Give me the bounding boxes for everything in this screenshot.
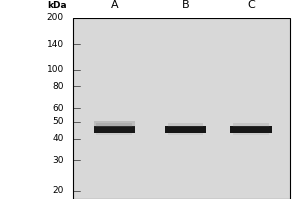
Bar xyxy=(165,126,206,133)
Text: 100: 100 xyxy=(46,65,64,74)
Text: 80: 80 xyxy=(52,82,64,91)
Text: A: A xyxy=(110,0,118,10)
Bar xyxy=(94,126,135,133)
Bar xyxy=(233,133,269,135)
Bar xyxy=(168,133,203,135)
Text: kDa: kDa xyxy=(47,1,67,10)
Bar xyxy=(97,123,132,127)
Text: 60: 60 xyxy=(52,104,64,113)
Bar xyxy=(73,18,290,199)
Bar xyxy=(168,123,203,127)
Text: 20: 20 xyxy=(52,186,64,195)
Text: 40: 40 xyxy=(52,134,64,143)
Text: B: B xyxy=(182,0,190,10)
Text: 200: 200 xyxy=(47,13,64,22)
Bar xyxy=(97,133,132,135)
Bar xyxy=(230,126,272,133)
Text: 50: 50 xyxy=(52,117,64,126)
Text: C: C xyxy=(247,0,255,10)
Bar xyxy=(233,123,269,127)
Bar xyxy=(94,121,135,127)
Text: 140: 140 xyxy=(47,40,64,49)
Text: 30: 30 xyxy=(52,156,64,165)
